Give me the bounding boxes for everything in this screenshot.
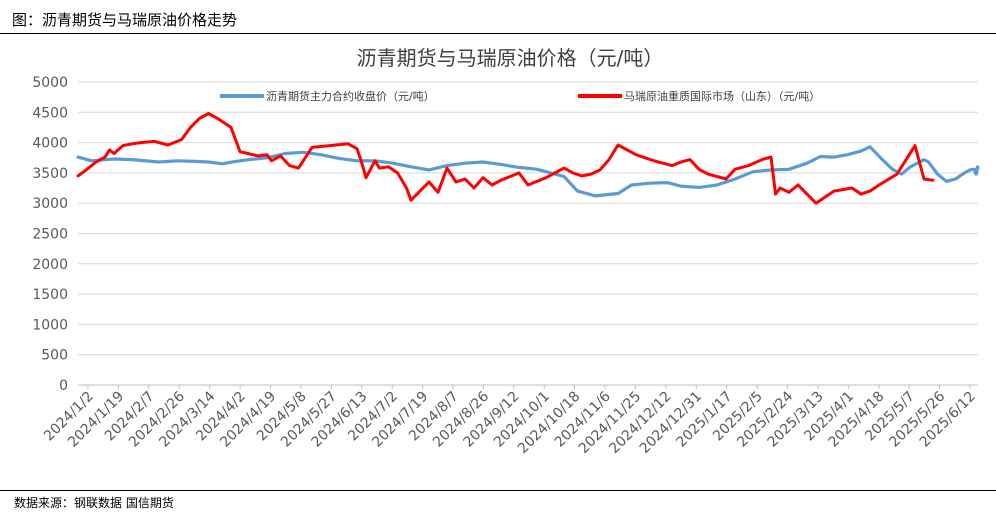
series-line-2 <box>76 112 935 205</box>
header-rule <box>0 33 996 34</box>
y-tick-label: 5000 <box>32 75 68 91</box>
figure-caption: 图：沥青期货与马瑞原油价格走势 <box>12 11 238 29</box>
gridlines <box>78 81 978 386</box>
y-tick-label: 2500 <box>32 227 68 243</box>
legend: 沥青期货主力合约收盘价（元/吨） 马瑞原油重质国际市场（山东）（元/吨） <box>220 89 820 103</box>
x-axis: 2024/1/22024/1/192024/2/72024/2/262024/3… <box>41 385 979 457</box>
y-tick-label: 1500 <box>32 287 68 303</box>
y-tick-label: 3500 <box>32 166 68 182</box>
y-tick-label: 1000 <box>32 317 68 333</box>
y-tick-label: 500 <box>41 348 68 364</box>
y-tick-label: 3000 <box>32 196 68 212</box>
y-tick-label: 4500 <box>32 105 68 121</box>
chart-title: 沥青期货与马瑞原油价格（元/吨） <box>357 46 664 70</box>
legend-label-1: 沥青期货主力合约收盘价（元/吨） <box>266 89 435 103</box>
legend-label-2: 马瑞原油重质国际市场（山东）（元/吨） <box>624 89 820 103</box>
series-line-1 <box>76 145 980 198</box>
series-layer <box>76 112 980 205</box>
y-tick-label: 0 <box>59 378 68 394</box>
y-axis: 0 500 1000 1500 2000 2500 3000 3500 4000 4500 5000 <box>32 75 68 394</box>
y-tick-label: 2000 <box>32 257 68 273</box>
footer-rule <box>0 490 996 491</box>
line-chart: 沥青期货与马瑞原油价格（元/吨） 0 500 1000 1500 2000 2500 300… <box>32 46 980 457</box>
figure-footer: 数据来源：钢联数据 国信期货 <box>0 486 996 514</box>
y-tick-label: 4000 <box>32 136 68 152</box>
source-note: 数据来源：钢联数据 国信期货 <box>14 496 174 510</box>
figure-header: 图：沥青期货与马瑞原油价格走势 <box>0 0 996 34</box>
